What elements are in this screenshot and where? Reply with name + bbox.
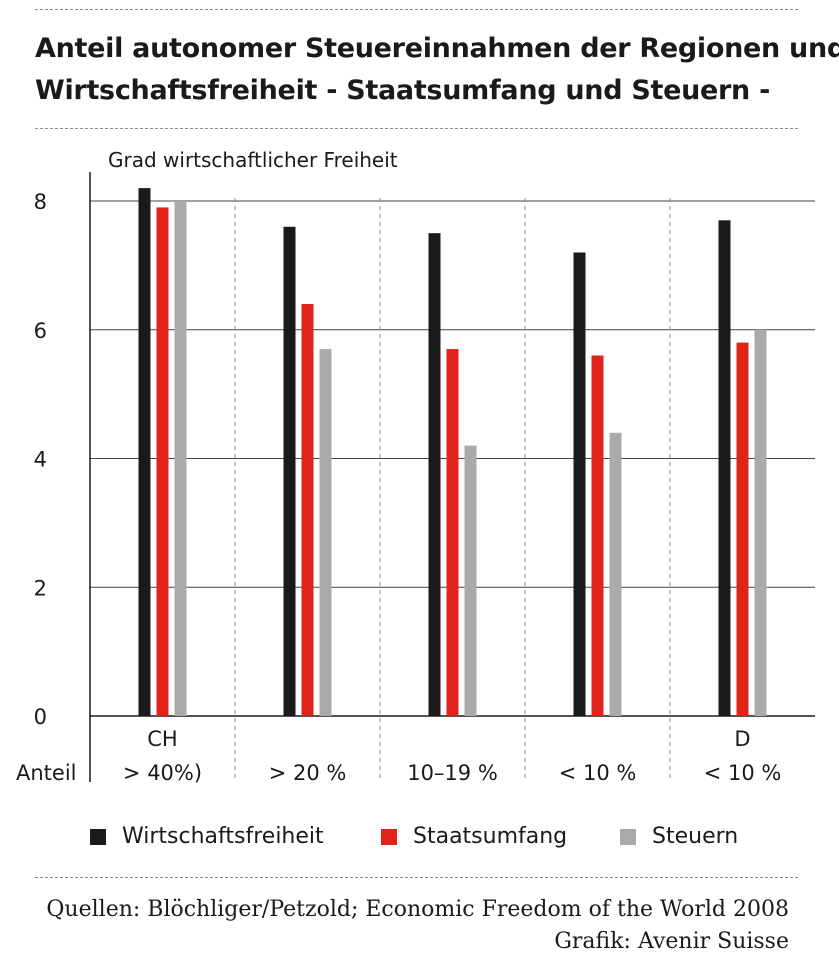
legend-swatch-wirtschaftsfreiheit: [90, 828, 106, 845]
chart-title: Anteil autonomer Steuereinnahmen der Reg…: [35, 28, 839, 112]
bar-steuern-4: [754, 329, 767, 716]
bar-wirtschaftsfreiheit-1: [283, 226, 296, 716]
bar-chart: 0 2 4 6 8 Grad wirtschaftlicher Freiheit Antei…: [16, 148, 815, 785]
x-category-label: < 10 %: [559, 761, 637, 785]
credit-note: Grafik: Avenir Suisse: [554, 929, 789, 954]
y-tick-label: 2: [34, 576, 47, 600]
bar-wirtschaftsfreiheit-4: [718, 220, 731, 716]
legend-item-wirtschaftsfreiheit: Wirtschaftsfreiheit: [90, 824, 324, 849]
chart-title-line-1: Anteil autonomer Steuereinnahmen der Reg…: [35, 33, 839, 64]
x-category-label: > 40%): [123, 761, 202, 785]
y-axis-label: Grad wirtschaftlicher Freiheit: [108, 148, 398, 172]
bar-staatsumfang-1: [301, 304, 314, 716]
bar-wirtschaftsfreiheit-2: [428, 233, 441, 716]
x-category-label: < 10 %: [704, 761, 782, 785]
title-rule: [35, 128, 798, 129]
legend-swatch-steuern: [620, 828, 636, 845]
legend: Wirtschaftsfreiheit Staatsumfang Steuern: [0, 824, 839, 854]
legend-item-staatsumfang: Staatsumfang: [381, 824, 567, 849]
bar-steuern-2: [464, 445, 477, 716]
source-note: Quellen: Blöchliger/Petzold; Economic Fr…: [46, 897, 789, 922]
legend-label-staatsumfang: Staatsumfang: [413, 824, 568, 849]
bar-staatsumfang-2: [446, 349, 459, 716]
labels-layer: 0 2 4 6 8 Grad wirtschaftlicher Freiheit Antei…: [16, 148, 781, 785]
bar-steuern-1: [319, 349, 332, 716]
top-rule: [35, 9, 798, 10]
bar-wirtschaftsfreiheit-3: [573, 252, 586, 716]
x-category-label: 10–19 %: [407, 761, 498, 785]
x-category-top-label: CH: [147, 727, 177, 751]
bar-staatsumfang-3: [591, 355, 604, 716]
legend-label-wirtschaftsfreiheit: Wirtschaftsfreiheit: [122, 824, 324, 849]
x-category-label: > 20 %: [269, 761, 347, 785]
legend-item-steuern: Steuern: [620, 824, 738, 849]
bar-steuern-3: [609, 432, 622, 716]
bar-staatsumfang-4: [736, 342, 749, 716]
bars-layer: [138, 188, 767, 716]
y-tick-label: 8: [34, 190, 47, 214]
bar-steuern-0: [174, 201, 187, 716]
y-tick-label: 0: [34, 705, 47, 729]
legend-label-steuern: Steuern: [652, 824, 739, 849]
y-tick-label: 4: [34, 448, 47, 472]
grid-layer: [89, 172, 815, 782]
y-tick-label: 6: [34, 319, 47, 343]
footer-rule: [35, 877, 798, 878]
legend-swatch-staatsumfang: [381, 828, 397, 845]
bar-staatsumfang-0: [156, 207, 169, 716]
x-category-top-label: D: [734, 727, 750, 751]
bar-wirtschaftsfreiheit-0: [138, 188, 151, 716]
chart-title-line-2: Wirtschaftsfreiheit - Staatsumfang und S…: [35, 75, 770, 106]
x-axis-prefix-label: Anteil: [16, 761, 77, 785]
